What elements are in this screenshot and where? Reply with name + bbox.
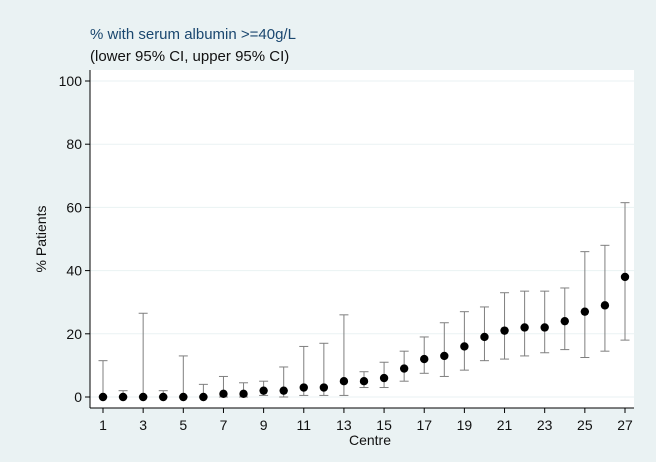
- x-tick-label: 1: [99, 417, 107, 433]
- data-point: [299, 383, 308, 392]
- data-point: [219, 389, 228, 399]
- x-tick-label: 3: [139, 417, 147, 433]
- data-point: [279, 386, 288, 395]
- data-point: [179, 392, 188, 402]
- x-tick-label: 23: [537, 417, 553, 433]
- gridlines: [90, 80, 634, 398]
- x-axis-title: Centre: [349, 432, 391, 448]
- data-point: [118, 392, 128, 402]
- data-point: [460, 342, 469, 351]
- data-point: [560, 316, 569, 326]
- data-point: [239, 389, 248, 399]
- x-tick-label: 21: [497, 417, 513, 433]
- x-tick-label: 11: [296, 417, 311, 433]
- data-points: [98, 272, 630, 402]
- x-tick-label: 19: [457, 417, 473, 433]
- data-point: [399, 364, 409, 373]
- y-tick-label: 20: [66, 326, 82, 342]
- y-tick-label: 0: [74, 389, 82, 405]
- data-point: [500, 326, 509, 335]
- data-point: [319, 383, 329, 392]
- x-tick-label: 7: [220, 417, 228, 433]
- data-point: [520, 323, 529, 332]
- data-point: [420, 354, 429, 364]
- data-point: [480, 332, 489, 342]
- data-point: [600, 301, 610, 310]
- chart-title: % with serum albumin >=40g/L: [90, 26, 296, 43]
- y-tick-label: 100: [59, 73, 83, 89]
- data-point: [580, 307, 590, 316]
- data-point: [159, 392, 168, 402]
- x-tick-label: 5: [179, 417, 187, 433]
- x-tick-label: 13: [336, 417, 352, 433]
- y-tick-label: 40: [66, 263, 82, 279]
- y-tick-label: 60: [66, 199, 82, 215]
- x-tick-label: 27: [617, 417, 633, 433]
- data-point: [339, 377, 349, 386]
- x-tick-label: 25: [577, 417, 593, 433]
- y-axis-title: % Patients: [33, 206, 49, 273]
- x-tick-label: 15: [376, 417, 392, 433]
- data-point: [359, 377, 369, 386]
- data-point: [540, 323, 549, 332]
- data-point: [620, 272, 630, 282]
- data-point: [440, 351, 449, 361]
- x-tick-label: 9: [260, 417, 268, 433]
- y-tick-label: 80: [66, 136, 82, 152]
- data-point: [259, 386, 268, 395]
- data-point: [138, 392, 148, 402]
- chart-subtitle: (lower 95% CI, upper 95% CI): [90, 48, 290, 65]
- data-point: [199, 392, 208, 402]
- data-point: [379, 373, 389, 383]
- data-point: [98, 392, 108, 402]
- plot-area: [90, 70, 634, 408]
- x-tick-label: 17: [416, 417, 432, 433]
